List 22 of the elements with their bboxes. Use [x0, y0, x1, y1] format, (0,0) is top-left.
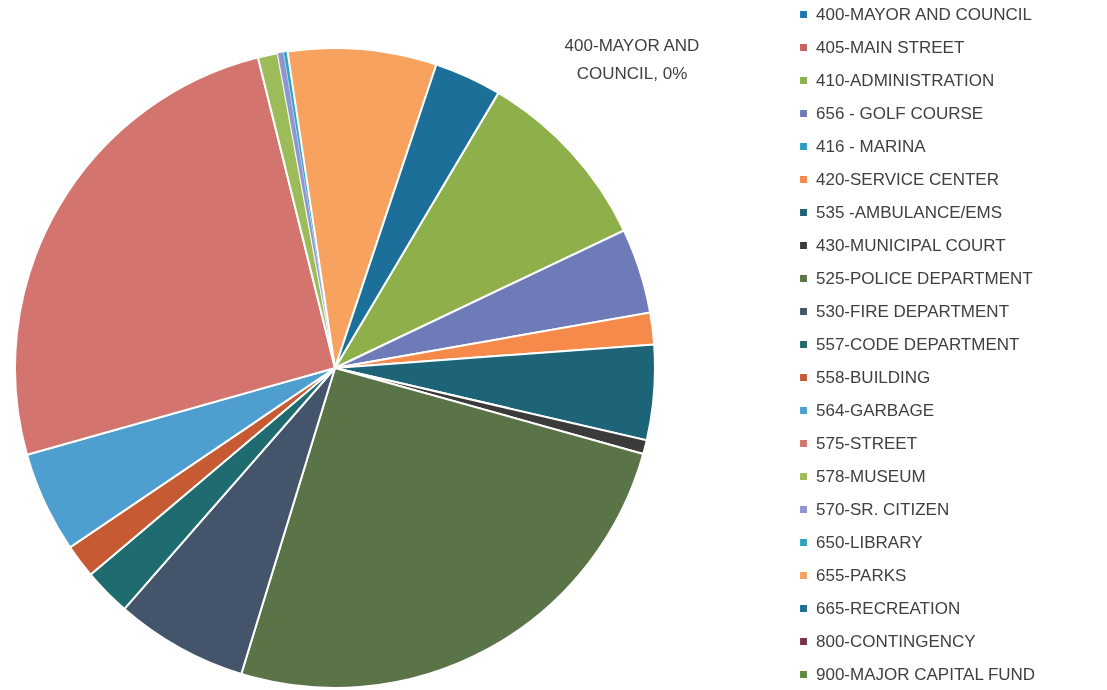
legend-label: 655-PARKS [816, 565, 907, 585]
legend-label: 420-SERVICE CENTER [816, 169, 999, 189]
legend-label: 650-LIBRARY [816, 532, 923, 552]
legend-label: 800-CONTINGENCY [816, 631, 976, 651]
legend-label: 410-ADMINISTRATION [816, 70, 995, 90]
text: 400-MAYOR AND COUNCIL, 0% [564, 36, 700, 83]
legend-label: 535 -AMBULANCE/EMS [816, 202, 1003, 222]
legend-label: 525-POLICE DEPARTMENT [816, 268, 1033, 288]
legend-label: 558-BUILDING [816, 367, 931, 387]
legend-label: 575-STREET [816, 433, 918, 453]
legend-label: 570-SR. CITIZEN [816, 499, 950, 519]
legend-label: 400-MAYOR AND COUNCIL [816, 4, 1033, 24]
legend-label: 405-MAIN STREET [816, 37, 965, 57]
legend-label: 656 - GOLF COURSE [816, 103, 984, 123]
legend-label: 557-CODE DEPARTMENT [816, 334, 1020, 354]
legend-label: 578-MUSEUM [816, 466, 926, 486]
legend-label: 900-MAJOR CAPITAL FUND [816, 664, 1036, 684]
legend-label: 416 - MARINA [816, 136, 927, 156]
legend-label: 564-GARBAGE [816, 400, 935, 420]
legend-label: 665-RECREATION [816, 598, 961, 618]
legend-label: 530-FIRE DEPARTMENT [816, 301, 1010, 321]
legend-label: 430-MUNICIPAL COURT [816, 235, 1006, 255]
